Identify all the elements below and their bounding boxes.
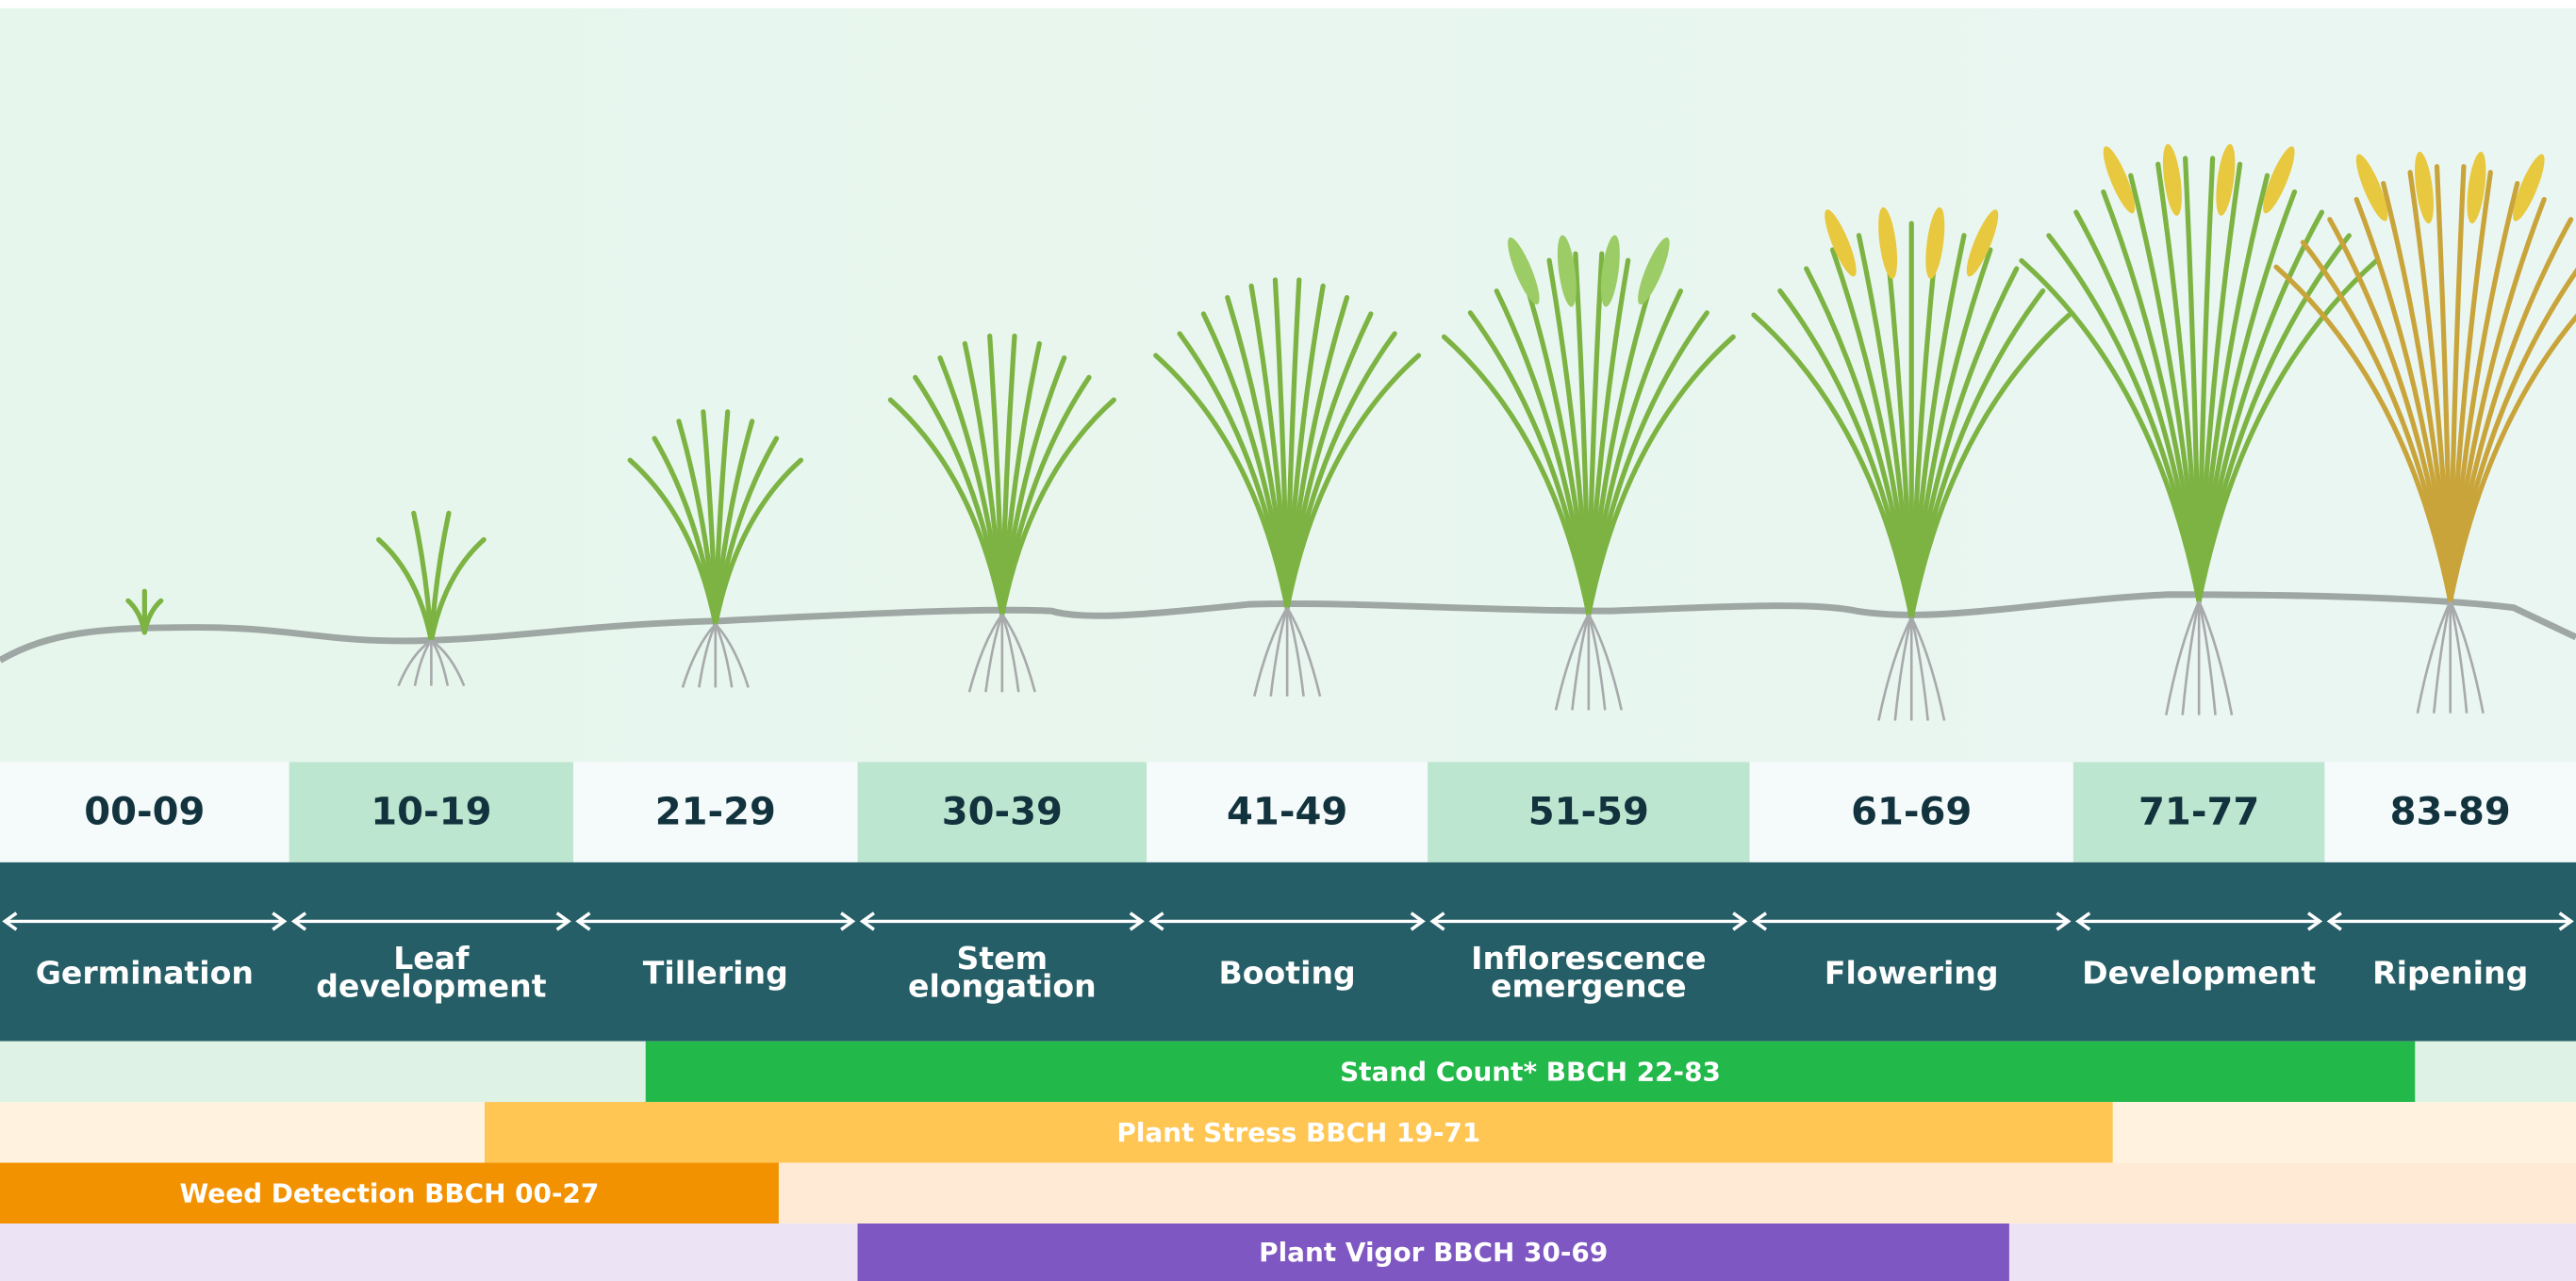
stage-code: 83-89	[2324, 762, 2576, 862]
stage-code: 10-19	[289, 762, 573, 862]
stage-name: Tillering	[598, 933, 833, 1015]
stage-code: 00-09	[0, 762, 289, 862]
stage-code: 61-69	[1750, 762, 2073, 862]
coverage-bar: Weed Detection BBCH 00-27	[0, 1163, 779, 1224]
coverage-bar: Plant Vigor BBCH 30-69	[858, 1224, 2009, 1281]
stage-name: Ripening	[2350, 933, 2551, 1015]
coverage-bar: Plant Stress BBCH 19-71	[485, 1102, 2113, 1162]
stage-name: Flowering	[1789, 933, 2035, 1015]
stage-name: Inflorescence emergence	[1465, 933, 1711, 1015]
infographic: 00-09 Germination 10-19 Leaf development 21-…	[0, 0, 2576, 1281]
stage-code: 30-39	[858, 762, 1148, 862]
stage-code: 41-49	[1147, 762, 1428, 862]
stage-code: 71-77	[2073, 762, 2325, 862]
stage-code: 21-29	[573, 762, 857, 862]
stage-code: 51-59	[1428, 762, 1750, 862]
stage-name: Leaf development	[314, 933, 549, 1015]
page: 00-09 Germination 10-19 Leaf development 21-…	[0, 0, 2576, 1281]
stage-name: Development	[2098, 933, 2300, 1015]
stage-name: Booting	[1171, 933, 1403, 1015]
stage-name: Germination	[25, 933, 264, 1015]
stage-name: Stem elongation	[883, 933, 1122, 1015]
coverage-bar: Stand Count* BBCH 22-83	[646, 1042, 2416, 1102]
